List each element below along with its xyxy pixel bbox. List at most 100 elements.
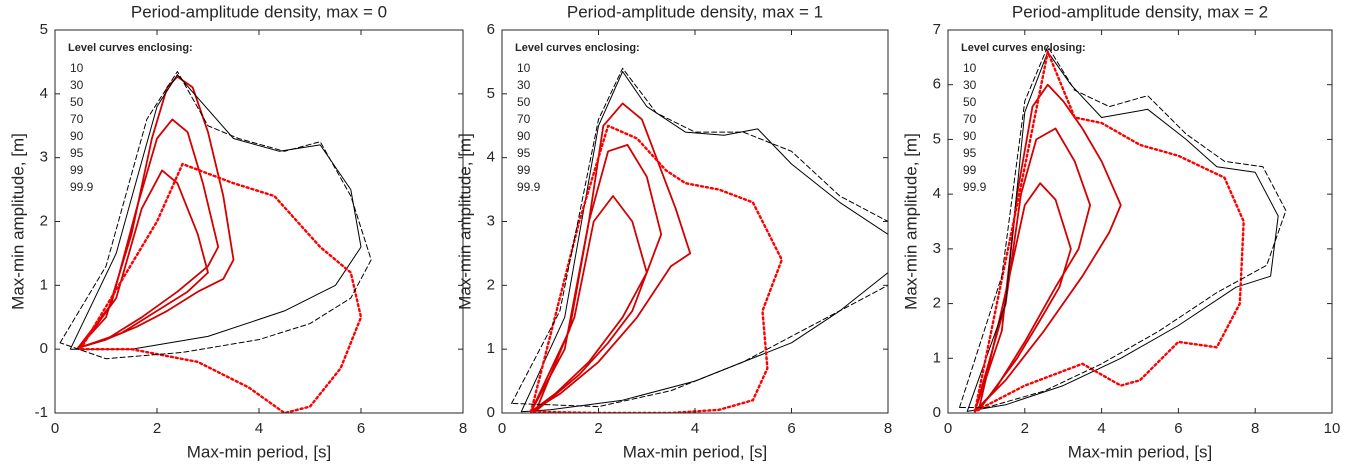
x-tick-label: 8 [459, 420, 467, 437]
y-tick-label: 2 [487, 276, 495, 293]
y-tick-label: 3 [933, 240, 941, 257]
x-axis-label: Max-min period, [s] [187, 442, 332, 461]
y-tick-label: 1 [40, 276, 48, 293]
axes-box [54, 29, 464, 414]
level-curve [77, 75, 235, 349]
y-tick-label: 5 [40, 21, 48, 38]
axes-box [501, 29, 889, 414]
level-curve [974, 127, 1091, 413]
y-tick-label: -1 [35, 404, 48, 421]
y-tick-label: 3 [40, 149, 48, 166]
legend-level: 50 [70, 95, 84, 109]
y-tick-label: 4 [40, 85, 48, 102]
level-curve [977, 182, 1072, 412]
level-curve [973, 50, 1245, 413]
plot-area [511, 67, 888, 413]
x-tick-label: 6 [1174, 420, 1182, 437]
y-tick-label: 7 [933, 21, 941, 38]
y-tick-label: 5 [933, 130, 941, 147]
legend-level: 99 [70, 163, 84, 177]
legend-level: 95 [517, 146, 531, 160]
axes-box [947, 29, 1333, 414]
x-tick-label: 4 [1097, 420, 1105, 437]
y-tick-label: 1 [933, 349, 941, 366]
level-curve [974, 83, 1122, 413]
legend-level: 99.9 [963, 180, 987, 194]
level-curve [79, 169, 209, 349]
x-tick-label: 6 [787, 420, 795, 437]
x-tick-label: 4 [255, 420, 263, 437]
level-curve [530, 144, 663, 413]
legend-level: 70 [70, 112, 84, 126]
y-tick-label: 4 [487, 149, 495, 166]
legend-level: 10 [517, 61, 531, 75]
x-tick-label: 6 [357, 420, 365, 437]
plot-area [59, 71, 372, 413]
level-curve [69, 74, 362, 350]
legend-level: 90 [963, 129, 977, 143]
y-axis-label: Max-min amplitude, [m] [8, 133, 27, 310]
y-tick-label: 6 [487, 21, 495, 38]
chart-title: Period-amplitude density, max = 2 [1012, 2, 1268, 21]
plot-area [959, 45, 1287, 413]
chart-title: Period-amplitude density, max = 0 [131, 2, 387, 21]
y-tick-label: 4 [933, 185, 941, 202]
x-tick-label: 8 [884, 420, 892, 437]
legend-level: 70 [963, 112, 977, 126]
legend-level: 99.9 [70, 180, 94, 194]
legend-level: 70 [517, 112, 531, 126]
x-tick-label: 0 [944, 420, 952, 437]
chart-title: Period-amplitude density, max = 1 [567, 2, 823, 21]
level-curve [966, 51, 1279, 412]
x-tick-label: 0 [51, 420, 59, 437]
legend-level: 30 [70, 78, 84, 92]
legend-level: 99.9 [517, 180, 541, 194]
y-tick-label: 1 [487, 340, 495, 357]
panel: 0 2 4 6 8 0 1 2 3 4 5 6 Period-amplitude density, ma… [455, 2, 892, 461]
level-curve [534, 195, 648, 412]
x-axis-label: Max-min period, [s] [1068, 442, 1213, 461]
legend-title: Level curves enclosing: [961, 42, 1086, 54]
y-tick-label: 0 [933, 404, 941, 421]
legend-title: Level curves enclosing: [515, 42, 640, 54]
legend-level: 10 [963, 61, 977, 75]
x-tick-label: 2 [594, 420, 602, 437]
x-tick-label: 4 [691, 420, 699, 437]
legend-level: 90 [70, 129, 84, 143]
legend-level: 30 [517, 78, 531, 92]
level-curve [59, 71, 372, 360]
x-axis-label: Max-min period, [s] [623, 442, 768, 461]
level-curve [77, 118, 220, 349]
y-tick-label: 6 [933, 76, 941, 93]
y-tick-label: 0 [487, 404, 495, 421]
x-tick-label: 10 [1324, 420, 1341, 437]
y-tick-label: 2 [40, 212, 48, 229]
legend-level: 95 [70, 146, 84, 160]
legend-level: 90 [517, 129, 531, 143]
legend-level: 50 [963, 95, 977, 109]
legend-title: Level curves enclosing: [68, 42, 193, 54]
y-axis-label: Max-min amplitude, [m] [455, 133, 474, 310]
level-curve [79, 162, 363, 413]
legend-level: 99 [517, 163, 531, 177]
panel: 0 2 4 6 8 10 0 1 2 3 4 5 6 7 Period-amplitude density,… [901, 2, 1340, 461]
level-curve [520, 71, 888, 413]
y-tick-label: 3 [487, 212, 495, 229]
level-curve [511, 67, 888, 408]
y-tick-label: 5 [487, 85, 495, 102]
y-tick-label: 2 [933, 295, 941, 312]
x-tick-label: 0 [498, 420, 506, 437]
legend-level: 10 [70, 61, 84, 75]
legend-level: 99 [963, 163, 977, 177]
y-tick-label: 0 [40, 340, 48, 357]
level-curve [530, 102, 692, 413]
x-tick-label: 2 [153, 420, 161, 437]
legend-level: 30 [963, 78, 977, 92]
x-tick-label: 8 [1251, 420, 1259, 437]
legend-level: 50 [517, 95, 531, 109]
level-curve [959, 45, 1287, 408]
legend-level: 95 [963, 146, 977, 160]
x-tick-label: 2 [1021, 420, 1029, 437]
